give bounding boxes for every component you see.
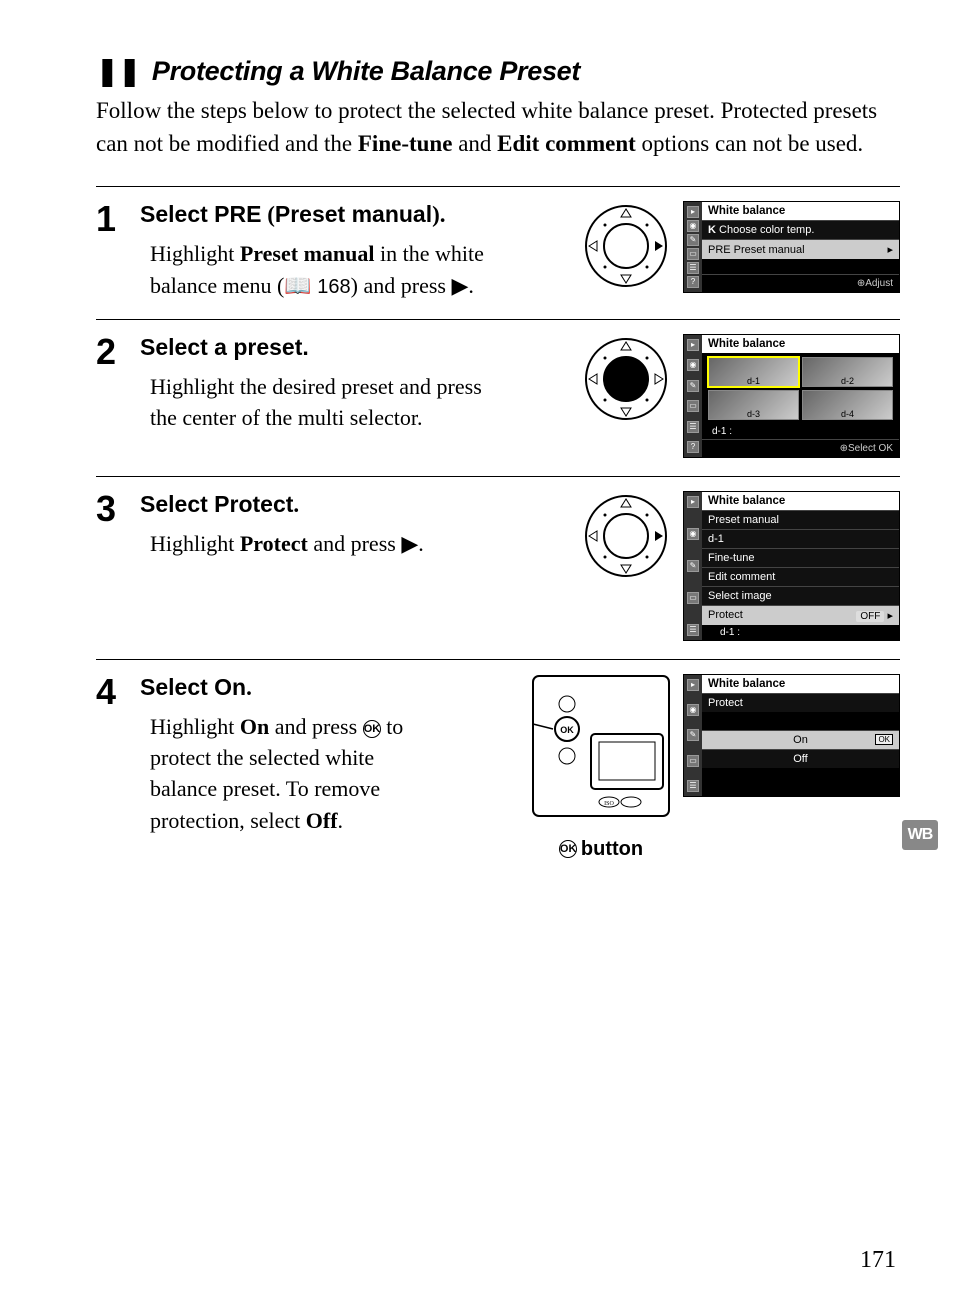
step-text: Highlight Protect and press ▶.: [150, 528, 500, 559]
lcd-title: White balance: [702, 492, 899, 510]
step-thumbs: ▸◉✎▭☰? White balance d-1 d-2 d-3 d-4 d-1…: [581, 334, 900, 458]
ok-button-caption: OK button: [559, 838, 643, 861]
step-thumbs: OK ISO OK button ▸◉✎▭☰ Whit: [531, 674, 900, 861]
step-number: 4: [96, 674, 126, 710]
step-3: 3 Select Protect. Highlight Protect and …: [96, 476, 900, 659]
page-number: 171: [860, 1247, 896, 1274]
step-heading: Select On.: [140, 674, 517, 701]
multi-selector-right-icon: [581, 491, 671, 581]
manual-page: ❚❚ Protecting a White Balance Preset Fol…: [0, 0, 954, 1314]
step-heading: Select Protect.: [140, 491, 567, 518]
lcd-side-icons: ▸◉✎▭☰: [684, 492, 702, 640]
title-text: Protecting a White Balance Preset: [152, 56, 580, 86]
ok-circle-icon: OK: [559, 840, 577, 858]
lcd-thumb: d-2: [802, 357, 893, 387]
chevron-right-icon: ▸: [887, 243, 893, 256]
step-1: 1 Select PRE (Preset manual). Highlight …: [96, 186, 900, 319]
lcd-side-icons: ▸◉✎▭☰?: [684, 335, 702, 457]
svg-text:ISO: ISO: [604, 801, 614, 807]
lcd-step4: ▸◉✎▭☰ White balance Protect On OK Off: [683, 674, 900, 797]
lcd-row: Select image: [702, 586, 899, 605]
step-thumbs: ▸◉✎▭☰? White balance K Choose color temp…: [581, 201, 900, 293]
step-text: Highlight On and press OK to protect the…: [150, 711, 440, 836]
step-thumbs: ▸◉✎▭☰ White balance Preset manual d-1 Fi…: [581, 491, 900, 641]
side-tab-wb: WB: [902, 820, 938, 850]
lcd-step3: ▸◉✎▭☰ White balance Preset manual d-1 Fi…: [683, 491, 900, 641]
right-arrow-icon: ▶: [451, 273, 468, 298]
lcd-row: d-1: [702, 529, 899, 548]
lcd-title: White balance: [702, 335, 899, 353]
lcd-row: Off: [702, 749, 899, 768]
lcd-title: White balance: [702, 675, 899, 693]
lcd-row: K Choose color temp.: [702, 220, 899, 239]
lcd-row: Protect: [702, 693, 899, 712]
lcd-sublabel: d-1 :: [702, 424, 899, 439]
lcd-row: Edit comment: [702, 567, 899, 586]
step-text: Highlight Preset manual in the white bal…: [150, 238, 500, 301]
lcd-footer: ⊕Adjust: [702, 274, 899, 292]
step-body: Select PRE (Preset manual). Highlight Pr…: [140, 201, 567, 301]
title-bullets-icon: ❚❚: [96, 56, 141, 86]
step-body: Select a preset. Highlight the desired p…: [140, 334, 567, 433]
lcd-thumb-grid: d-1 d-2 d-3 d-4: [702, 353, 899, 424]
lcd-thumb: d-4: [802, 390, 893, 420]
step-number: 3: [96, 491, 126, 527]
lcd-thumb: d-1: [708, 357, 799, 387]
lcd-step1: ▸◉✎▭☰? White balance K Choose color temp…: [683, 201, 900, 293]
step-heading: Select PRE (Preset manual).: [140, 201, 567, 228]
lcd-row-selected: On OK: [702, 730, 899, 749]
step-text: Highlight the desired preset and press t…: [150, 371, 500, 433]
lcd-step2: ▸◉✎▭☰? White balance d-1 d-2 d-3 d-4 d-1…: [683, 334, 900, 458]
right-arrow-icon: ▶: [401, 531, 418, 556]
section-title: ❚❚ Protecting a White Balance Preset: [96, 56, 900, 87]
chevron-right-icon: ▸: [887, 610, 893, 622]
step-number: 1: [96, 201, 126, 237]
lcd-side-icons: ▸◉✎▭☰?: [684, 202, 702, 292]
camera-diagram: OK ISO OK button: [531, 674, 671, 861]
lcd-row-selected: PRE Preset manual▸: [702, 239, 899, 259]
svg-text:OK: OK: [560, 725, 574, 735]
camera-back-icon: OK ISO: [531, 674, 671, 834]
lcd-sublabel: d-1 :: [702, 625, 899, 640]
page-ref-icon: 📖: [284, 273, 317, 298]
lcd-row: Preset manual: [702, 510, 899, 529]
intro-paragraph: Follow the steps below to protect the se…: [96, 95, 900, 160]
step-heading: Select a preset.: [140, 334, 567, 361]
ok-badge-icon: OK: [875, 734, 893, 745]
lcd-thumb: d-3: [708, 390, 799, 420]
step-4: 4 Select On. Highlight On and press OK t…: [96, 659, 900, 879]
lcd-footer: ⊕Select OK: [702, 439, 899, 457]
lcd-row: Fine-tune: [702, 548, 899, 567]
ok-circle-icon: OK: [363, 720, 381, 738]
lcd-side-icons: ▸◉✎▭☰: [684, 675, 702, 796]
lcd-row-selected: Protect OFF ▸: [702, 605, 899, 625]
lcd-title: White balance: [702, 202, 899, 220]
multi-selector-right-icon: [581, 201, 671, 291]
step-body: Select Protect. Highlight Protect and pr…: [140, 491, 567, 559]
multi-selector-center-icon: [581, 334, 671, 424]
step-2: 2 Select a preset. Highlight the desired…: [96, 319, 900, 476]
step-body: Select On. Highlight On and press OK to …: [140, 674, 517, 836]
step-number: 2: [96, 334, 126, 370]
